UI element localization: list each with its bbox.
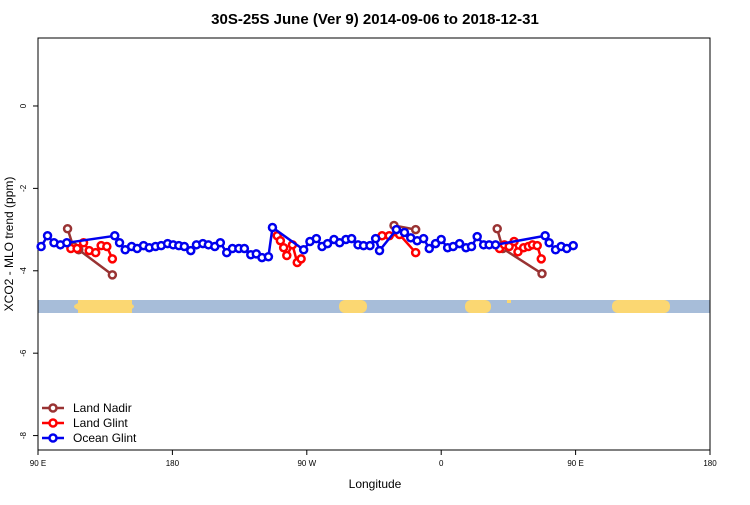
data-point	[399, 227, 410, 238]
legend-marker	[48, 418, 58, 428]
data-point	[42, 231, 53, 241]
data-point	[466, 241, 477, 252]
data-point	[278, 242, 289, 253]
data-point	[296, 254, 306, 264]
data-point	[107, 254, 118, 264]
series	[36, 222, 578, 263]
x-tick-label: 90 E	[567, 459, 583, 468]
x-tick-label: 180	[166, 459, 180, 468]
legend-label: Land Glint	[73, 416, 128, 430]
data-point	[418, 233, 429, 244]
land-band	[78, 300, 132, 313]
data-point	[410, 224, 421, 235]
data-point	[107, 270, 118, 280]
land-band	[339, 300, 367, 313]
y-tick-label: -2	[19, 184, 28, 192]
data-point	[263, 252, 274, 262]
data-point	[391, 224, 402, 235]
land-ocean-band	[38, 300, 710, 313]
land-band	[507, 300, 511, 303]
data-point	[537, 268, 547, 279]
data-point	[454, 238, 465, 249]
y-axis-label: XCO2 - MLO trend (ppm)	[2, 177, 16, 312]
data-point	[114, 238, 125, 248]
x-tick-label: 180	[703, 459, 717, 468]
legend-marker	[48, 403, 58, 413]
data-point	[544, 238, 554, 248]
data-point	[282, 250, 292, 261]
data-point	[346, 233, 357, 244]
data-point	[110, 231, 120, 241]
data-point	[374, 245, 385, 256]
legend-label: Ocean Glint	[73, 431, 137, 445]
data-point	[239, 243, 250, 254]
data-point	[275, 235, 286, 246]
data-point	[215, 238, 226, 248]
chart-title: 30S-25S June (Ver 9) 2014-09-06 to 2018-…	[211, 11, 539, 28]
data-point	[62, 224, 73, 234]
y-tick-label: -8	[19, 431, 28, 439]
data-point	[536, 254, 547, 264]
data-point	[365, 240, 375, 251]
data-point	[186, 245, 196, 256]
y-tick-label: -4	[19, 267, 28, 275]
x-tick-label: 90 W	[297, 459, 316, 468]
data-point	[90, 247, 101, 258]
data-point	[568, 240, 578, 251]
data-point	[424, 243, 435, 254]
data-point	[472, 231, 482, 242]
data-point	[298, 245, 309, 255]
data-point	[72, 243, 82, 254]
y-tick-label: 0	[19, 103, 28, 108]
data-point	[36, 241, 46, 252]
y-tick-label: -6	[19, 349, 28, 357]
data-point	[492, 224, 502, 234]
data-point	[322, 238, 333, 249]
legend-label: Land Nadir	[73, 401, 132, 415]
x-tick-label: 0	[439, 459, 444, 468]
data-point	[62, 238, 72, 248]
ocean-band	[38, 300, 710, 313]
x-tick-label: 90 E	[30, 459, 46, 468]
data-point	[490, 240, 501, 250]
data-point	[179, 241, 190, 252]
data-point	[540, 231, 550, 241]
land-band	[612, 300, 670, 313]
data-point	[532, 240, 542, 251]
data-point	[311, 233, 322, 244]
x-axis-label: Longitude	[349, 477, 402, 491]
data-point	[267, 222, 278, 233]
data-point	[370, 233, 381, 244]
land-band	[465, 300, 491, 313]
data-point	[410, 247, 421, 258]
data-point	[102, 241, 112, 252]
legend-marker	[48, 433, 58, 443]
series	[66, 229, 547, 268]
data-point	[436, 234, 446, 245]
